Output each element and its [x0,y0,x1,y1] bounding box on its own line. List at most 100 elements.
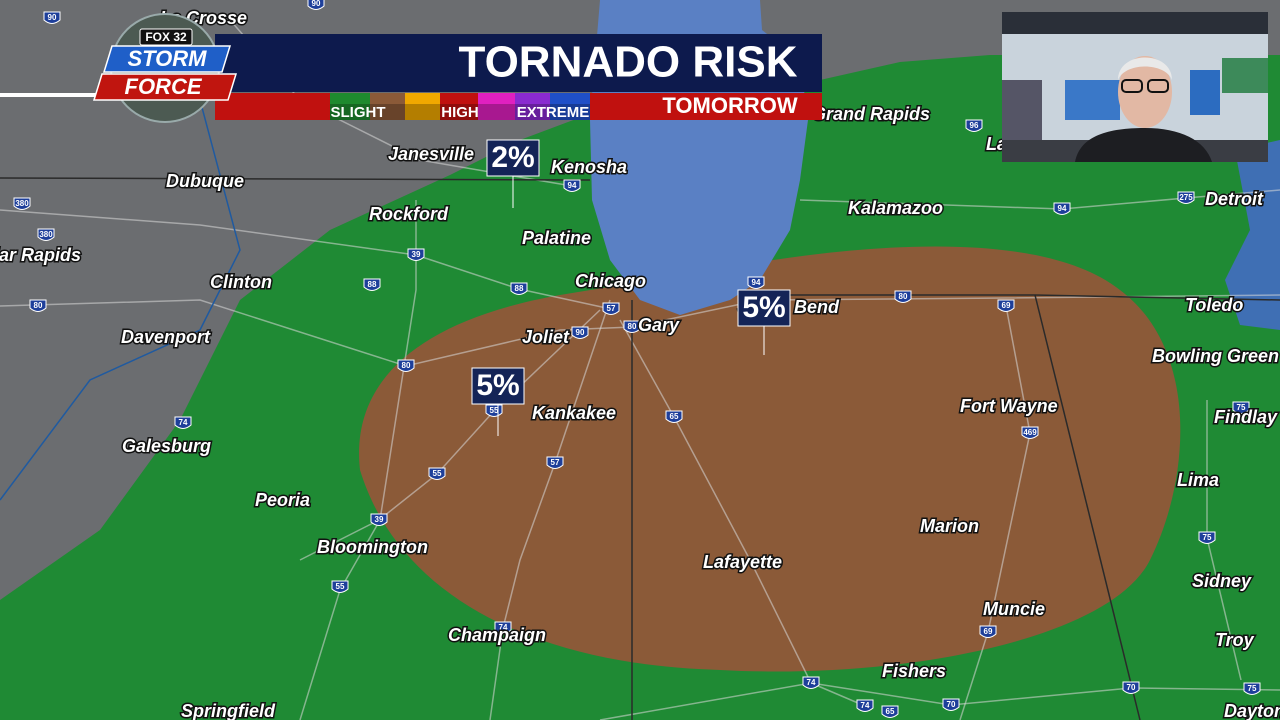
risk-box [471,367,525,405]
city-label: Muncie [983,599,1045,619]
highway-shield [1177,191,1195,204]
highway-number: 94 [752,278,761,287]
city-label: Janesville [388,144,474,164]
highway-shield [43,11,61,24]
city-label: Champaign [448,625,546,645]
highway-number: 88 [515,284,524,293]
risk-layer: 2% 5% 5% [471,139,791,436]
legend-swatch [550,93,590,120]
highway-number: 80 [628,322,637,331]
legend-label: SLIGHT [331,104,386,121]
legend-label: EXTREME [517,104,590,121]
highway-shield [894,290,912,303]
highway-number: 75 [1203,533,1212,542]
logo-line2: FORCE [125,74,203,99]
city-label: Bloomington [317,537,428,557]
highway-number: 80 [34,301,43,310]
highway-shield [397,359,415,372]
city-label: Bowling Green [1152,346,1279,366]
highway-shield [965,119,983,132]
presenter-inset [1002,12,1268,162]
highway-shield [856,699,874,712]
highway-number: 380 [15,199,29,208]
highway-shield [174,416,192,429]
highway-number: 80 [899,292,908,301]
highway-number: 69 [984,627,993,636]
presenter-body [1075,128,1212,162]
highway-shield [1122,681,1140,694]
city-label: Cedar Rapids [0,245,81,265]
day-box [590,93,822,120]
highway-number: 94 [568,181,577,190]
legend-swatch [515,93,550,120]
highway-shield [307,0,325,10]
highway-number: 380 [39,230,53,239]
city-label: Fort Wayne [960,396,1058,416]
highway-number: 90 [48,13,57,22]
city-label: Davenport [121,327,211,347]
legend-label: HIGH [441,104,479,121]
highway-shield [1021,426,1039,439]
road [0,294,1280,367]
state-border [1034,294,1141,720]
highway-shield [428,467,446,480]
highway-number: 65 [886,707,895,716]
city-label: Galesburg [122,436,211,456]
city-label: Marion [920,516,979,536]
day-label: TOMORROW [662,93,797,118]
studio-screen [1222,58,1268,93]
city-label: Fishers [882,661,946,681]
highway-number: 55 [490,406,499,415]
highway-number: 65 [670,412,679,421]
city-label: Kenosha [551,157,627,177]
highway-shield [602,302,620,315]
legend-strip [215,93,330,120]
highway-shield [997,299,1015,312]
city-label: Chicago [575,271,646,291]
presenter-head [1118,56,1172,128]
highway-number: 57 [551,458,560,467]
highway-shield [942,698,960,711]
city-label: Sidney [1192,571,1252,591]
highway-number: 80 [402,361,411,370]
highway-number: 39 [412,250,421,259]
city-label: Clinton [210,272,272,292]
studio-screen [1190,70,1220,115]
highway-shield [802,676,820,689]
road [489,299,611,720]
city-label: Gary [638,315,680,335]
legend-shade [330,104,590,120]
legend-swatch [330,93,370,120]
city-label: Palatine [522,228,591,248]
highway-layer: 90 90 94 39 88 88 380 380 80 57 80 90 80 55 74 55 57 65 39… [13,0,1261,718]
risk-box [486,139,540,177]
highway-number: 69 [1002,301,1011,310]
studio-screen [1065,80,1120,120]
logo-storm-box [102,45,232,73]
highway-number: 275 [1179,193,1193,202]
highway-shield [665,410,683,423]
highway-shield [979,625,997,638]
highway-number: 55 [433,469,442,478]
highway-number: 74 [807,678,816,687]
highway-number: 74 [861,701,870,710]
highway-shield [510,282,528,295]
road [799,189,1280,210]
legend-swatch [440,93,478,120]
city-label: Peoria [255,490,310,510]
logo-line1: STORM [127,46,207,71]
highway-shield [37,228,55,241]
legend-swatch [478,93,515,120]
highway-shield [370,513,388,526]
highway-number: 90 [576,328,585,337]
legend-swatch [370,93,405,120]
highway-shield [494,621,512,634]
highway-number: 75 [1237,403,1246,412]
legend-swatch [405,93,440,120]
header-rule [0,93,100,97]
road [619,319,866,707]
state-borders [0,99,1280,720]
city-label: Springfield [181,701,276,720]
